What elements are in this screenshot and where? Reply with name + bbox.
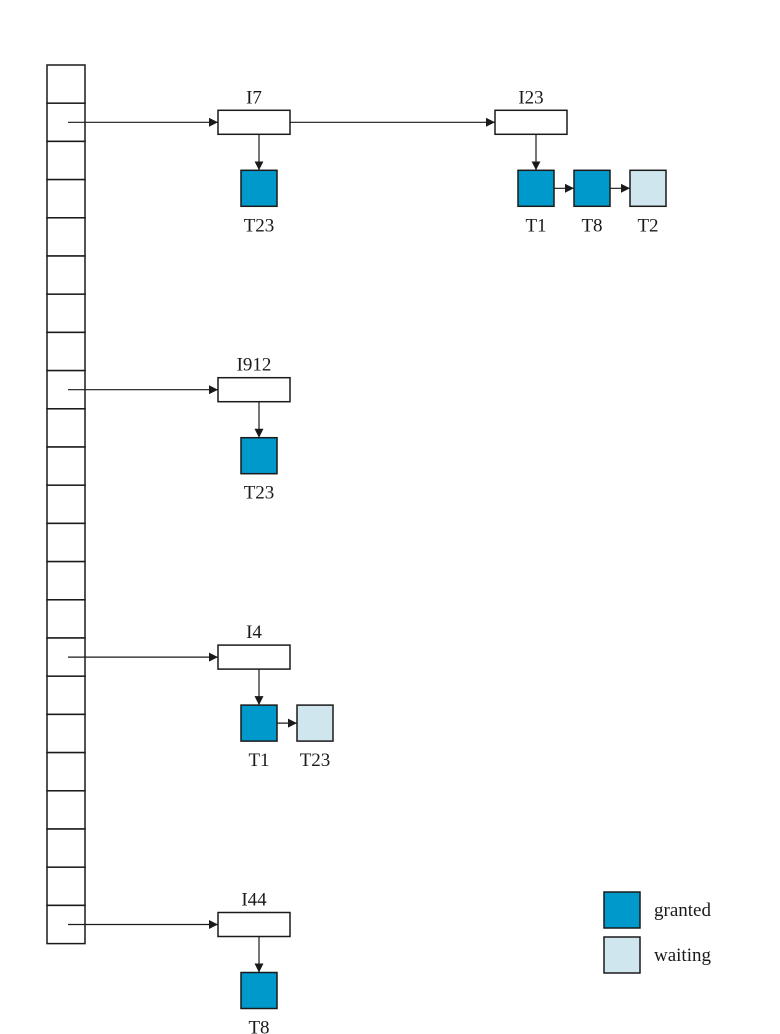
lock-request-waiting: [296, 704, 334, 742]
lock-item-box: [217, 109, 291, 136]
transaction-label: T1: [248, 750, 269, 771]
lock-item-box: [217, 376, 291, 403]
hash-bucket: [46, 140, 86, 181]
lock-request-granted: [240, 971, 278, 1010]
legend-label: granted: [654, 900, 711, 921]
lock-request-granted: [240, 704, 278, 742]
hash-bucket: [46, 713, 86, 754]
transaction-label: T8: [581, 215, 602, 236]
lock-item-box: [494, 109, 568, 136]
transaction-label: T2: [637, 215, 658, 236]
legend-swatch-granted: [603, 891, 641, 929]
hash-bucket: [46, 408, 86, 448]
lock-request-granted: [573, 169, 611, 208]
lock-item-label: I4: [246, 622, 262, 643]
hash-bucket: [46, 828, 86, 868]
hash-bucket: [46, 790, 86, 830]
transaction-label: T23: [300, 750, 331, 771]
hash-bucket: [46, 178, 86, 219]
lock-item-box: [217, 911, 291, 938]
hash-bucket: [46, 751, 86, 792]
lock-item-label: I912: [237, 355, 272, 376]
hash-bucket: [46, 866, 86, 907]
hash-bucket: [46, 446, 86, 486]
lock-chains: I7 T23 I23 T1 T8 T2 I912 T23 I4 T1 T23 I44 T8: [68, 87, 667, 1034]
lock-item-label: I23: [518, 87, 543, 108]
legend-swatch-waiting: [603, 936, 641, 974]
legend-label: waiting: [654, 945, 711, 966]
hash-bucket: [46, 331, 86, 372]
hash-bucket: [46, 484, 86, 525]
hash-bucket: [46, 522, 86, 563]
legend: granted waiting: [603, 891, 711, 974]
lock-item-label: I44: [241, 890, 267, 911]
transaction-label: T23: [244, 483, 275, 504]
hash-bucket: [46, 255, 86, 295]
lock-request-granted: [517, 169, 555, 208]
hash-bucket: [46, 675, 86, 716]
hash-bucket: [46, 599, 86, 639]
hash-bucket: [46, 217, 86, 257]
transaction-label: T23: [244, 215, 275, 236]
hash-bucket: [46, 64, 86, 104]
hash-bucket: [46, 560, 86, 601]
transaction-label: T8: [248, 1018, 269, 1034]
transaction-label: T1: [525, 215, 546, 236]
lock-request-waiting: [629, 169, 667, 208]
lock-item-box: [217, 644, 291, 670]
lock-item-label: I7: [246, 87, 262, 108]
lock-request-granted: [240, 436, 278, 475]
hash-table: [46, 64, 86, 945]
lock-request-granted: [240, 169, 278, 208]
hash-bucket: [46, 293, 86, 334]
